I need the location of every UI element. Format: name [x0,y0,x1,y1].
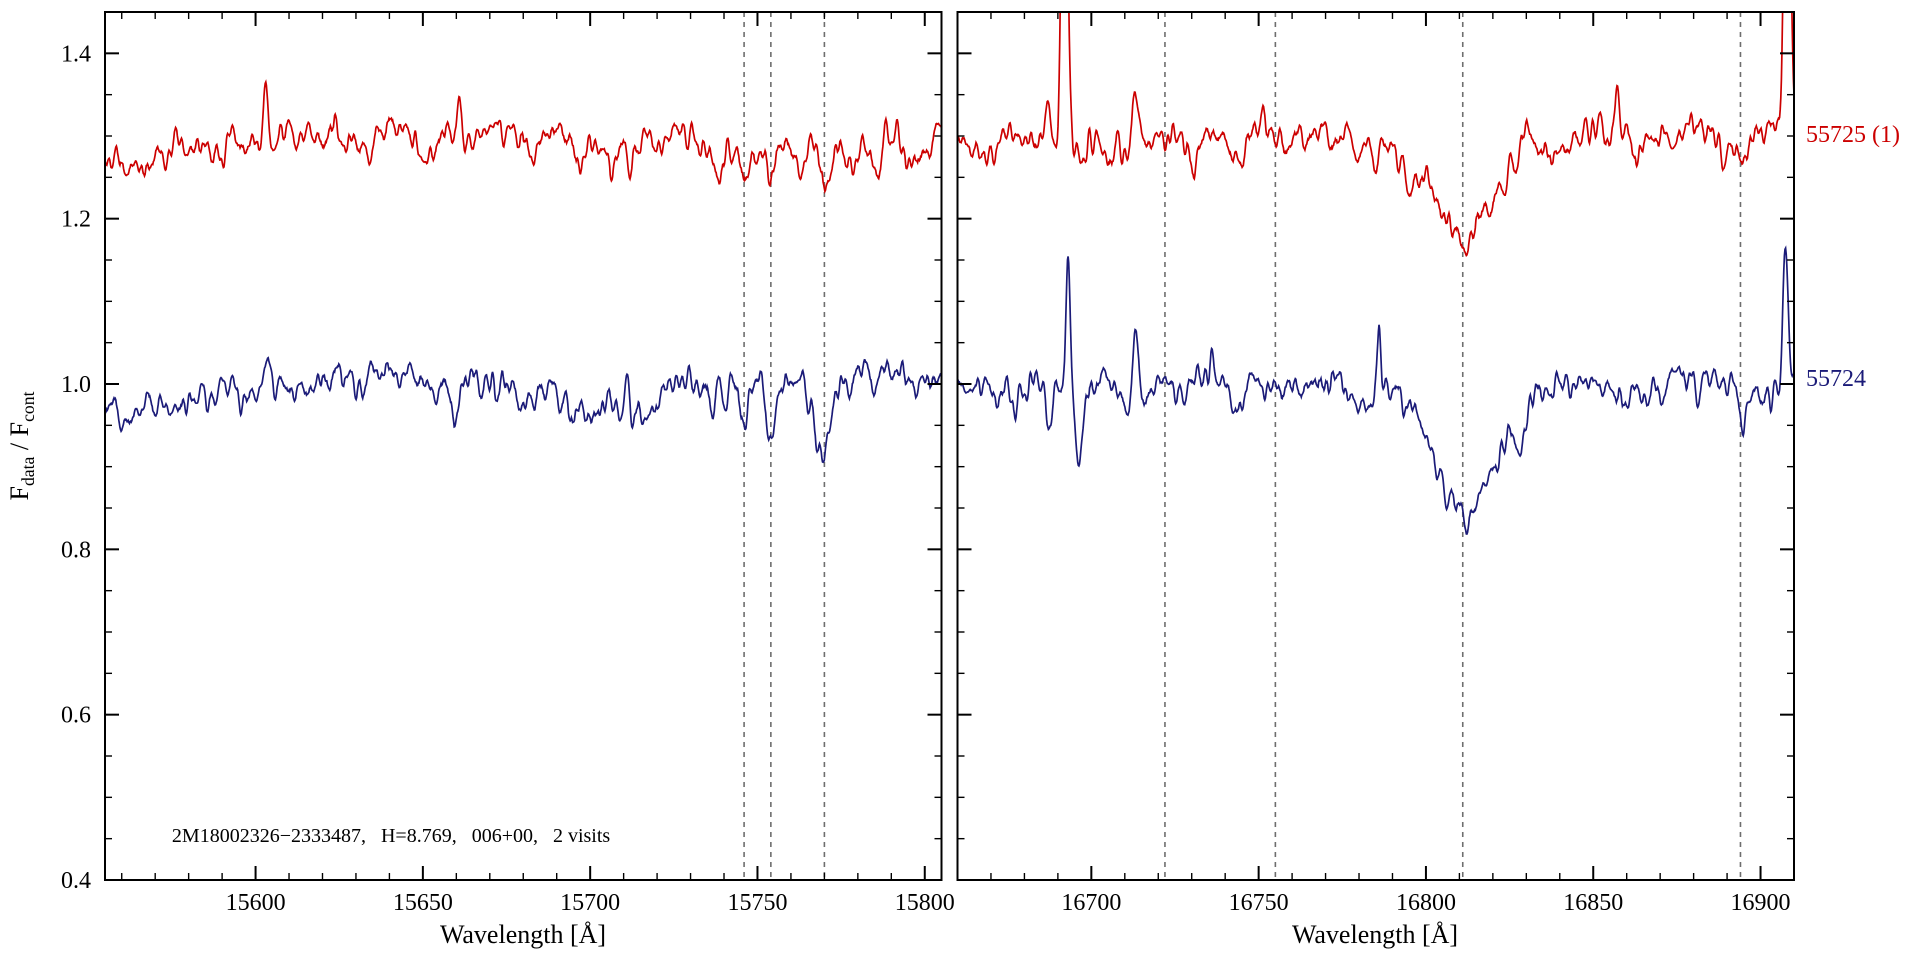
x-tick-label: 15600 [226,890,286,916]
annotation: 2M18002326−2333487, H=8.769, 006+00, 2 v… [171,825,611,848]
x-tick-label: 16750 [1229,890,1289,916]
x-tick-label: 16800 [1396,890,1456,916]
series-label-0: 55725 (1) [1806,122,1900,148]
x-tick-label: 16850 [1563,890,1623,916]
spectrum-557251 [105,79,942,195]
panel-left: 15600 15650 15700 15750 15800 [104,11,955,916]
x-tick-label: 15650 [393,890,453,916]
spectrum-557251 [957,12,1794,257]
x-tick-label: 15800 [895,890,955,916]
spectrum-55724 [957,245,1794,535]
panel-frame [956,11,1795,881]
y-tick-label: 1.4 [61,41,91,67]
x-tick-label: 16700 [1061,890,1121,916]
y-tick-label: 1.0 [61,372,91,398]
x-tick-label: 15700 [560,890,620,916]
x-tick-label: 16900 [1731,890,1791,916]
series-label-1: 55724 [1806,365,1866,392]
y-tick-label: 1.2 [61,207,91,233]
spectrum-55724 [105,356,942,464]
panel-right: 16700 16750 16800 16850 16900 [956,11,1795,916]
y-tick-label: 0.8 [61,537,91,563]
y-tick-label: 0.4 [61,868,91,894]
x-axis-label-left: Wavelength [Å] [439,920,607,949]
x-tick-label: 15750 [727,890,787,916]
y-tick-label: 0.6 [61,703,91,729]
y-axis-label: Fdata / Fcont [4,391,39,501]
x-axis-label-right: Wavelength [Å] [1291,920,1459,949]
